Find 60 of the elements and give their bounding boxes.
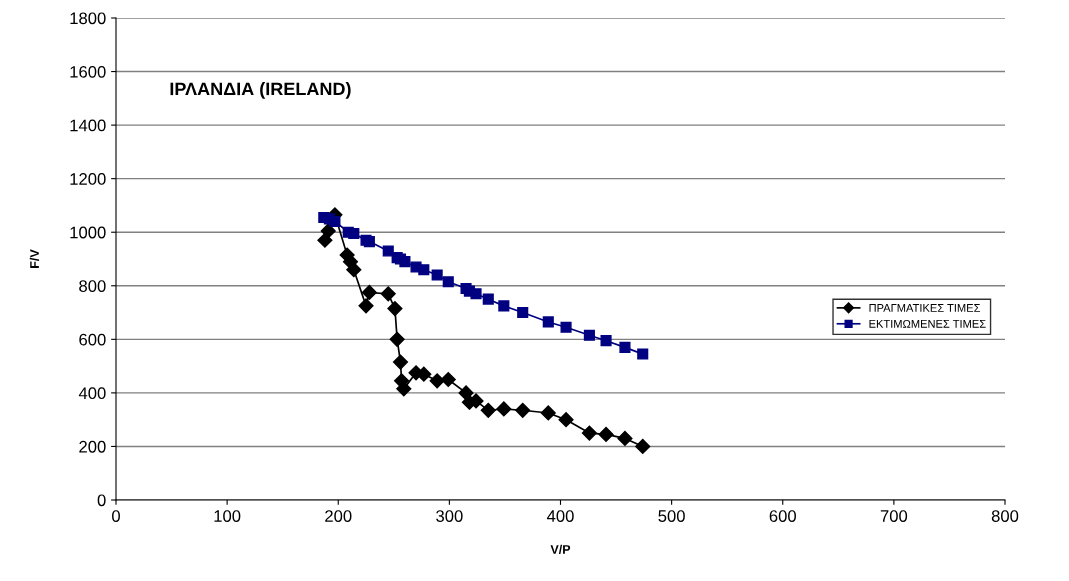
point [431, 269, 443, 281]
point [387, 300, 403, 317]
y-tick-label: 800 [79, 280, 106, 292]
y-tick-label: 1400 [70, 119, 106, 132]
point [482, 293, 494, 305]
point [480, 402, 496, 418]
point [389, 331, 405, 347]
point [361, 284, 377, 301]
x-tick-label: 600 [769, 510, 796, 522]
y-tick-label: 200 [79, 440, 106, 453]
y-tick-label: 400 [78, 387, 106, 400]
x-tick-label: 700 [880, 510, 908, 522]
point [540, 405, 556, 421]
point [320, 223, 336, 239]
point [635, 438, 651, 455]
point [418, 264, 430, 276]
x-tick-label: 800 [991, 510, 1019, 522]
point [399, 256, 411, 268]
x-tick-label: 500 [658, 510, 685, 522]
point [515, 402, 531, 418]
point [558, 412, 574, 428]
text: ΙΡΛΑΝΔΙΑ (IRELAND) [170, 82, 351, 99]
point [380, 286, 396, 302]
point [442, 276, 454, 288]
point [396, 381, 412, 397]
y-tick-label: 1000 [70, 226, 106, 239]
y-tick-label: 1600 [70, 65, 106, 78]
point [598, 426, 614, 442]
y-tick-label: 600 [79, 333, 106, 346]
y-tick-label: 0 [97, 494, 106, 507]
y-axis-title: F/V [29, 249, 40, 268]
point [496, 401, 512, 417]
x-tick-label: 0 [112, 510, 120, 522]
point [498, 300, 510, 312]
y-tick-label: 1800 [70, 12, 106, 25]
point [617, 430, 633, 446]
point [440, 371, 456, 388]
point [346, 262, 362, 278]
x-tick-label: 400 [546, 510, 574, 522]
point [517, 306, 529, 319]
x-tick-label: 100 [214, 510, 241, 522]
x-tick-label: 200 [325, 510, 352, 522]
point [637, 348, 649, 360]
legend-label: ΕΚΤΙΜΩΜΕΝΕΣ ΤΙΜΕΣ [869, 319, 986, 328]
point [382, 245, 394, 257]
point [358, 298, 374, 314]
point [619, 341, 631, 353]
point [348, 228, 360, 240]
x-axis-title: V/P [550, 544, 571, 555]
point [583, 329, 595, 341]
point [560, 321, 572, 333]
legend-label: ΠΡΑΓΜΑΤΙΚΕΣ ΤΙΜΕΣ [869, 304, 980, 312]
point [329, 215, 341, 228]
y-tick-label: 1200 [70, 173, 106, 185]
point [600, 335, 612, 347]
point [470, 288, 482, 300]
point [392, 354, 409, 370]
x-tick-label: 300 [436, 510, 463, 522]
point [581, 425, 597, 441]
point [542, 316, 554, 328]
